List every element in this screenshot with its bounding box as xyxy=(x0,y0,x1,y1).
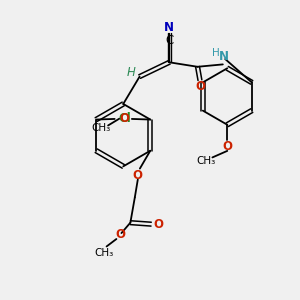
Text: N: N xyxy=(219,50,229,64)
Text: CH₃: CH₃ xyxy=(92,124,111,134)
Text: O: O xyxy=(222,140,232,153)
Text: O: O xyxy=(195,80,205,93)
Text: O: O xyxy=(119,112,129,125)
Text: O: O xyxy=(115,228,125,241)
Text: CH₃: CH₃ xyxy=(94,248,113,258)
Text: O: O xyxy=(154,218,164,231)
Text: O: O xyxy=(133,169,143,182)
Text: H: H xyxy=(212,48,220,58)
Text: C: C xyxy=(165,34,173,47)
Text: CH₃: CH₃ xyxy=(196,156,215,166)
Text: H: H xyxy=(127,66,136,79)
Text: N: N xyxy=(164,21,174,34)
Text: Cl: Cl xyxy=(118,112,131,125)
